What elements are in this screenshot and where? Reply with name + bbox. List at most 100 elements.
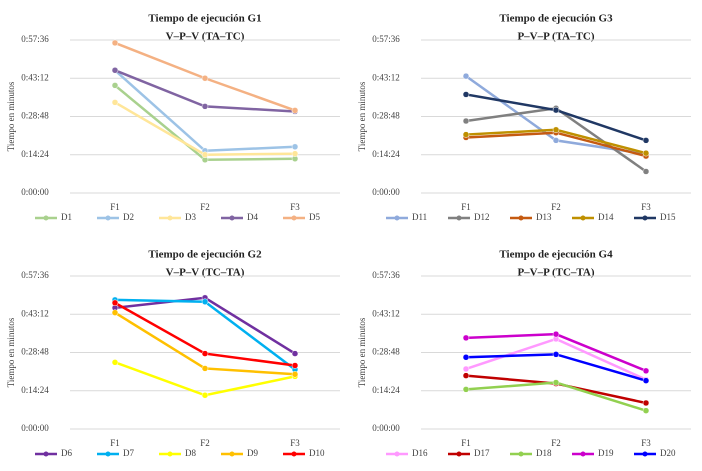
- legend-label: D2: [123, 212, 134, 222]
- y-tick-label: 0:57:36: [372, 270, 400, 280]
- legend-label: D15: [660, 212, 676, 222]
- data-point: [552, 106, 560, 114]
- y-tick-label: 0:00:00: [372, 187, 400, 197]
- y-tick-label: 0:00:00: [21, 423, 49, 433]
- legend-marker: [43, 215, 49, 221]
- y-tick-label: 0:28:48: [372, 347, 400, 357]
- y-tick-label: 0:43:12: [372, 72, 400, 82]
- legend-marker: [518, 215, 524, 221]
- x-tick-label: F1: [110, 438, 120, 448]
- data-point: [552, 330, 560, 338]
- y-axis-label: Tiempo en minutos: [6, 317, 16, 387]
- x-tick-label: F1: [461, 438, 471, 448]
- data-point: [462, 91, 470, 98]
- data-point: [642, 407, 650, 414]
- chart-panel: Tiempo de ejecución G1 V–P–V (TA–TC) Tiemp…: [6, 13, 340, 222]
- y-tick-label: 0:28:48: [21, 111, 49, 121]
- data-point: [552, 351, 560, 358]
- legend-marker: [580, 215, 586, 221]
- legend-marker: [518, 451, 524, 457]
- legend-marker: [642, 215, 648, 221]
- data-point: [111, 82, 119, 89]
- legend-label: D18: [536, 448, 552, 458]
- data-point: [642, 399, 650, 407]
- legend-label: D5: [309, 212, 320, 222]
- y-tick-label: 0:43:12: [21, 72, 49, 82]
- data-point: [201, 75, 209, 82]
- legend-marker: [291, 451, 297, 457]
- legend-label: D9: [247, 448, 258, 458]
- legend-marker: [456, 215, 462, 221]
- chart-subtitle: P–V–P (TC–TA): [517, 267, 594, 279]
- data-point: [462, 334, 470, 342]
- legend-marker: [167, 215, 173, 221]
- data-point: [111, 309, 119, 316]
- legend-label: D13: [536, 212, 552, 222]
- chart-panel: Tiempo de ejecución G2 V–P–V (TC–TA) Tiemp…: [6, 249, 340, 458]
- x-tick-label: F1: [110, 202, 120, 212]
- y-tick-label: 0:14:24: [21, 149, 49, 159]
- legend-label: D4: [247, 212, 258, 222]
- legend-label: D6: [61, 448, 72, 458]
- legend-label: D16: [412, 448, 428, 458]
- x-tick-label: F3: [290, 438, 300, 448]
- y-tick-label: 0:28:48: [372, 111, 400, 121]
- x-tick-label: F2: [200, 202, 210, 212]
- data-point: [291, 362, 299, 369]
- y-axis-label: Tiempo en minutos: [357, 317, 367, 387]
- x-tick-label: F3: [290, 202, 300, 212]
- data-point: [201, 350, 209, 357]
- legend-marker: [43, 451, 49, 457]
- y-tick-label: 0:14:24: [372, 385, 400, 395]
- data-point: [291, 107, 299, 114]
- data-point: [291, 150, 299, 157]
- chart-panel: Tiempo de ejecución G4 P–V–P (TC–TA) Tiemp…: [357, 249, 691, 458]
- legend-marker: [229, 215, 235, 221]
- y-tick-label: 0:43:12: [21, 308, 49, 318]
- data-point: [642, 137, 650, 144]
- legend-label: D11: [412, 212, 427, 222]
- data-point: [291, 143, 299, 151]
- data-point: [201, 392, 209, 399]
- legend-marker: [167, 451, 173, 457]
- y-tick-label: 0:57:36: [372, 34, 400, 44]
- chart-subtitle: P–V–P (TA–TC): [517, 31, 594, 43]
- data-point: [111, 99, 119, 106]
- legend-label: D19: [598, 448, 614, 458]
- legend-marker: [229, 451, 235, 457]
- legend-label: D17: [474, 448, 490, 458]
- legend-label: D7: [123, 448, 134, 458]
- chart-subtitle: V–P–V (TA–TC): [166, 31, 245, 43]
- legend-label: D3: [185, 212, 196, 222]
- legend-marker: [105, 215, 111, 221]
- data-point: [111, 67, 119, 74]
- y-axis-label: Tiempo en minutos: [6, 81, 16, 151]
- legend-label: D12: [474, 212, 490, 222]
- legend-marker: [456, 451, 462, 457]
- y-tick-label: 0:57:36: [21, 34, 49, 44]
- chart-title: Tiempo de ejecución G2: [148, 249, 262, 261]
- series-line: [114, 296, 296, 355]
- chart-subtitle: V–P–V (TC–TA): [166, 267, 245, 279]
- data-point: [111, 299, 119, 307]
- data-point: [462, 372, 470, 379]
- x-tick-label: F1: [461, 202, 471, 212]
- y-tick-label: 0:14:24: [21, 385, 49, 395]
- data-point: [201, 365, 209, 372]
- x-tick-label: F2: [200, 438, 210, 448]
- legend-marker: [394, 451, 400, 457]
- data-point: [642, 367, 650, 375]
- legend-label: D8: [185, 448, 196, 458]
- legend-marker: [394, 215, 400, 221]
- x-tick-label: F3: [641, 202, 651, 212]
- legend-marker: [642, 451, 648, 457]
- data-point: [552, 379, 560, 386]
- data-point: [291, 371, 299, 378]
- x-tick-label: F3: [641, 438, 651, 448]
- data-point: [642, 149, 650, 157]
- series-line: [114, 298, 296, 371]
- data-point: [462, 131, 470, 138]
- data-point: [462, 386, 470, 393]
- x-tick-label: F2: [551, 438, 561, 448]
- y-tick-label: 0:00:00: [372, 423, 400, 433]
